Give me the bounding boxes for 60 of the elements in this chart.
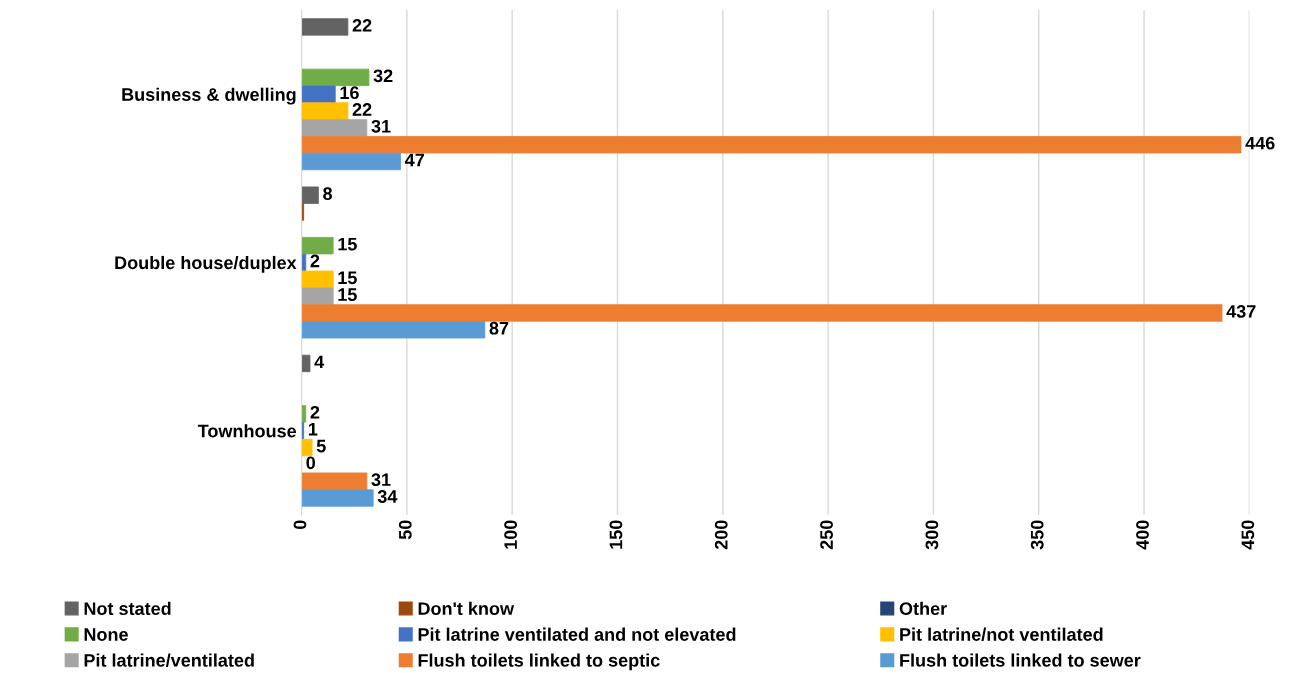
bar (301, 354, 311, 373)
data-label: 34 (377, 490, 398, 503)
data-label: 15 (338, 288, 357, 301)
data-label: 446 (1245, 136, 1275, 150)
legend-label: Other (899, 601, 947, 616)
x-tick-label: 100 (504, 520, 518, 549)
data-label: 5 (316, 439, 326, 453)
bar (301, 68, 370, 87)
x-tick-label: 50 (398, 520, 412, 540)
x-tick-label: 450 (1241, 520, 1255, 550)
legend-label: Flush toilets linked to sewer (900, 653, 1141, 667)
data-label: 32 (373, 69, 393, 83)
bar (301, 304, 1223, 322)
x-tick-label: 200 (714, 520, 728, 550)
data-label: 31 (371, 473, 391, 487)
data-label: 2 (310, 254, 320, 268)
legend-label: Not stated (84, 601, 171, 616)
bar (301, 152, 401, 171)
bar (301, 438, 313, 457)
bar (301, 119, 368, 137)
y-tick-label: Double house/duplex (115, 255, 297, 273)
data-label: 22 (352, 103, 372, 116)
legend-label: Flush toilets linked to septic (418, 653, 660, 671)
y-tick-label: Business & dwelling (122, 87, 296, 105)
bar (301, 270, 334, 288)
bar (301, 186, 319, 204)
legend-label: None (84, 628, 128, 641)
bar (301, 472, 368, 490)
data-label: 22 (352, 18, 372, 32)
x-tick-label: 350 (1030, 520, 1044, 550)
data-label: 437 (1226, 305, 1256, 318)
data-label: 31 (371, 119, 391, 133)
bar (301, 321, 486, 339)
data-label: 0 (306, 456, 315, 470)
bar (301, 102, 349, 120)
data-label: 1 (308, 422, 318, 436)
bar (301, 18, 349, 36)
data-label: 15 (338, 271, 357, 285)
bar (301, 489, 374, 507)
x-tick-label: 300 (925, 520, 939, 550)
x-tick-label: 0 (293, 520, 307, 530)
x-tick-label: 150 (609, 520, 623, 549)
x-tick-label: 250 (820, 520, 833, 550)
bar (301, 136, 1242, 154)
data-label: 4 (314, 355, 325, 369)
data-label: 87 (489, 321, 509, 335)
y-tick-label: Townhouse (197, 424, 297, 438)
data-label: 16 (340, 86, 359, 100)
legend-label: Pit latrine/ventilated (84, 653, 254, 667)
data-label: 47 (404, 153, 424, 167)
bar (301, 236, 334, 255)
data-label: 15 (338, 237, 357, 251)
legend-label: Pit latrine ventilated and not elevated (418, 627, 736, 641)
data-label: 2 (310, 405, 320, 419)
bar (301, 85, 336, 103)
x-tick-label: 400 (1136, 520, 1149, 550)
legend-label: Pit latrine/not ventilated (900, 627, 1103, 642)
legend-label: Don't know (418, 601, 515, 616)
data-label: 8 (323, 187, 333, 201)
bar (301, 287, 334, 305)
